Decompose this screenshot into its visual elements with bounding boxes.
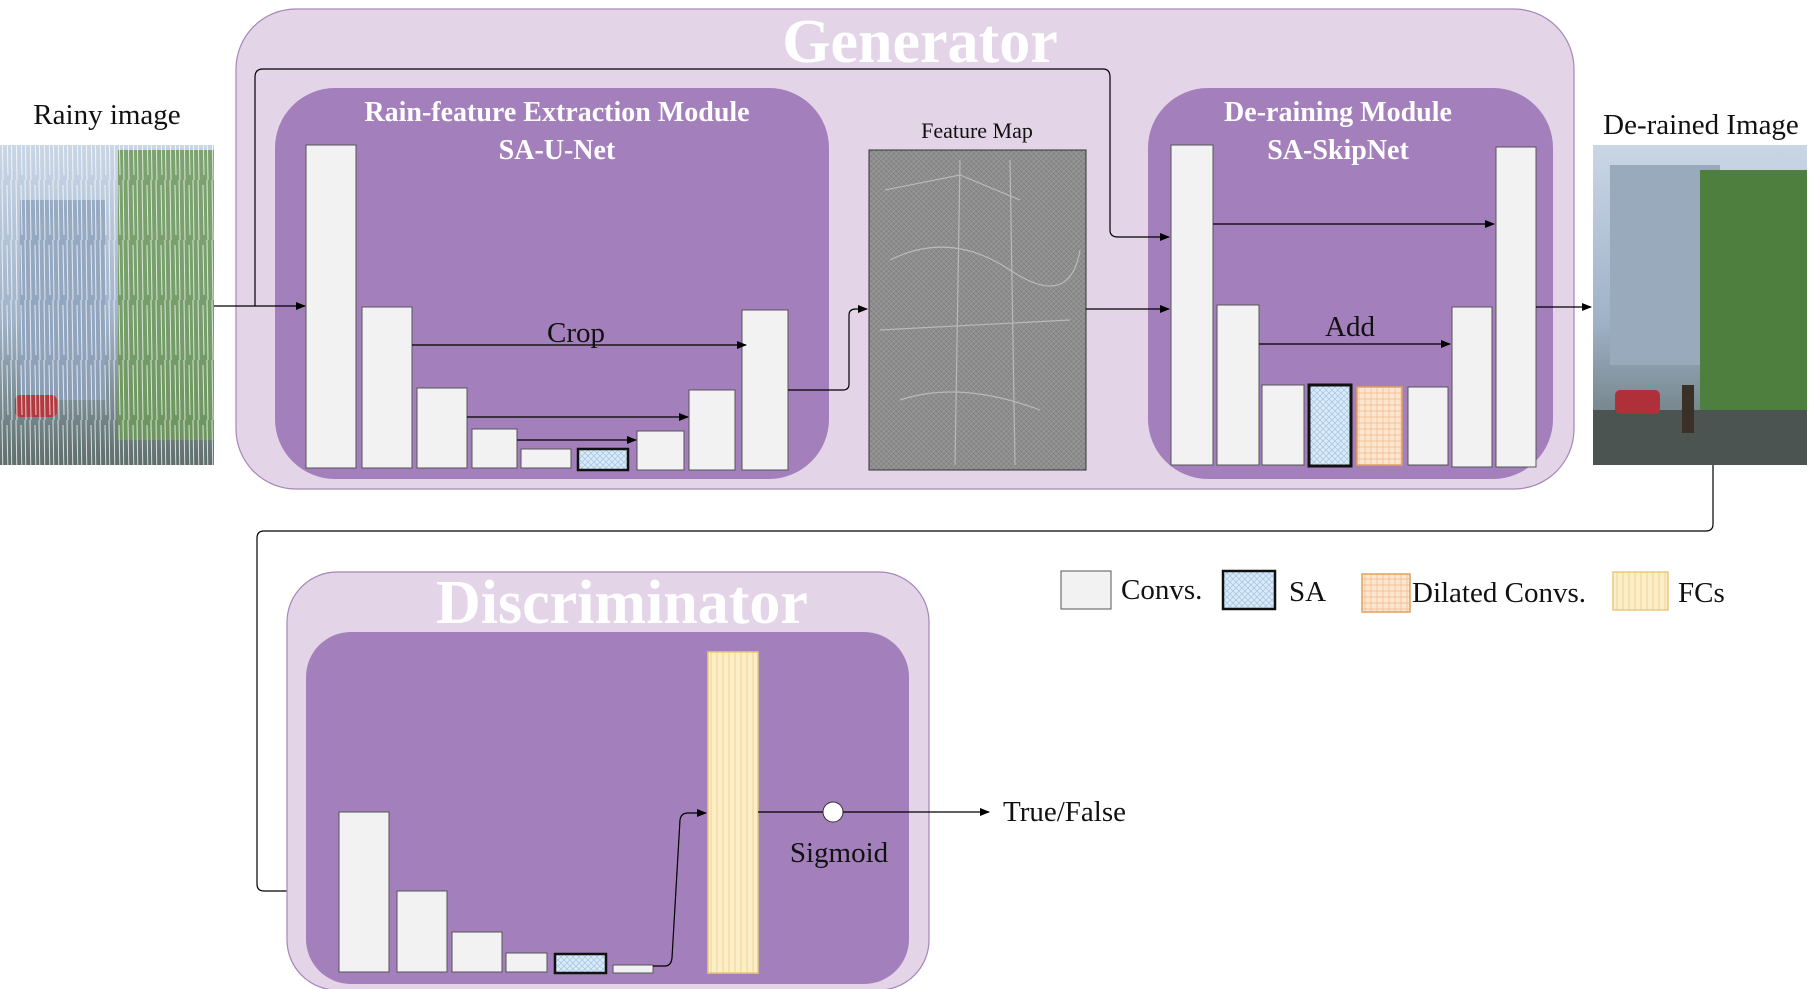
add-label: Add: [1325, 311, 1375, 343]
legend-convs-swatch: [1060, 570, 1112, 610]
sa-block: [576, 447, 630, 472]
sa-block: [1307, 383, 1353, 468]
conv-block: [612, 964, 654, 974]
conv-block: [741, 309, 789, 471]
conv-block: [416, 387, 468, 469]
derained-image: De-rained Image: [1593, 109, 1807, 465]
legend-sa-swatch: [1221, 569, 1277, 611]
generator-connectors: [214, 68, 1714, 895]
extraction-module-subtitle: SA-U-Net: [499, 135, 616, 166]
derained-image-person: [1682, 385, 1694, 433]
deraining-module: De-raining Module SA-SkipNet Add: [1148, 88, 1553, 479]
conv-block: [1451, 306, 1493, 468]
conv-block: [451, 931, 503, 973]
sigmoid-label: Sigmoid: [790, 837, 889, 869]
rainy-image-label: Rainy image: [33, 99, 180, 131]
discriminator-panel: Discriminator Sigmoid: [286, 569, 990, 989]
conv-block: [1261, 384, 1305, 466]
feature-map-label: Feature Map: [921, 118, 1033, 143]
conv-block: [1407, 386, 1449, 466]
conv-block: [361, 306, 413, 469]
discriminator-inner-box: [306, 632, 909, 984]
derained-image-road: [1593, 410, 1807, 465]
conv-block: [471, 428, 518, 469]
deraining-module-title: De-raining Module: [1224, 97, 1452, 128]
legend-dilated-label: Dilated Convs.: [1412, 577, 1586, 609]
discriminator-title: Discriminator: [436, 569, 808, 637]
to-fc-arrow: [653, 809, 707, 967]
feature-map-image: [868, 149, 1087, 471]
conv-block: [338, 811, 390, 973]
legend-fcs-label: FCs: [1678, 577, 1725, 609]
feature-map-texture: [879, 159, 1081, 466]
legend-fcs-swatch: [1612, 571, 1669, 611]
conv-block: [520, 448, 572, 469]
extraction-module-title: Rain-feature Extraction Module: [364, 97, 749, 128]
rainy-image: Rainy image: [0, 99, 214, 465]
to-feature-map-arrow: [788, 305, 868, 391]
to-discriminator-arrow: [256, 465, 1714, 895]
derained-image-label: De-rained Image: [1603, 109, 1799, 141]
feature-map: Feature Map: [868, 118, 1087, 471]
conv-block: [1216, 304, 1260, 466]
conv-block: [636, 430, 685, 471]
conv-block: [505, 952, 548, 973]
conv-block: [1495, 146, 1537, 468]
sa-block: [553, 952, 608, 975]
true-false-label: True/False: [1003, 796, 1126, 828]
extraction-module: Rain-feature Extraction Module SA-U-Net …: [275, 88, 829, 479]
derained-image-trees: [1700, 170, 1807, 440]
extraction-module-box: [275, 88, 829, 479]
derained-image-car: [1615, 390, 1660, 414]
conv-block: [396, 890, 448, 973]
fc-block: [707, 651, 759, 974]
deraining-module-subtitle: SA-SkipNet: [1267, 135, 1409, 166]
legend-convs-label: Convs.: [1121, 574, 1202, 606]
sigmoid-node: [822, 801, 844, 823]
legend-sa-label: SA: [1289, 576, 1326, 608]
crop-label: Crop: [547, 317, 605, 349]
legend-dilated-swatch: [1361, 573, 1411, 613]
dilated-conv-block: [1356, 386, 1403, 466]
legend: Convs. SA Dilated Convs. FCs: [1060, 569, 1725, 613]
global-skip-arrow: [254, 68, 1170, 306]
generator-title: Generator: [782, 8, 1057, 76]
conv-block: [305, 144, 357, 469]
conv-block: [688, 389, 736, 471]
rainy-image-streaks: [0, 145, 214, 465]
conv-block: [1170, 144, 1214, 466]
